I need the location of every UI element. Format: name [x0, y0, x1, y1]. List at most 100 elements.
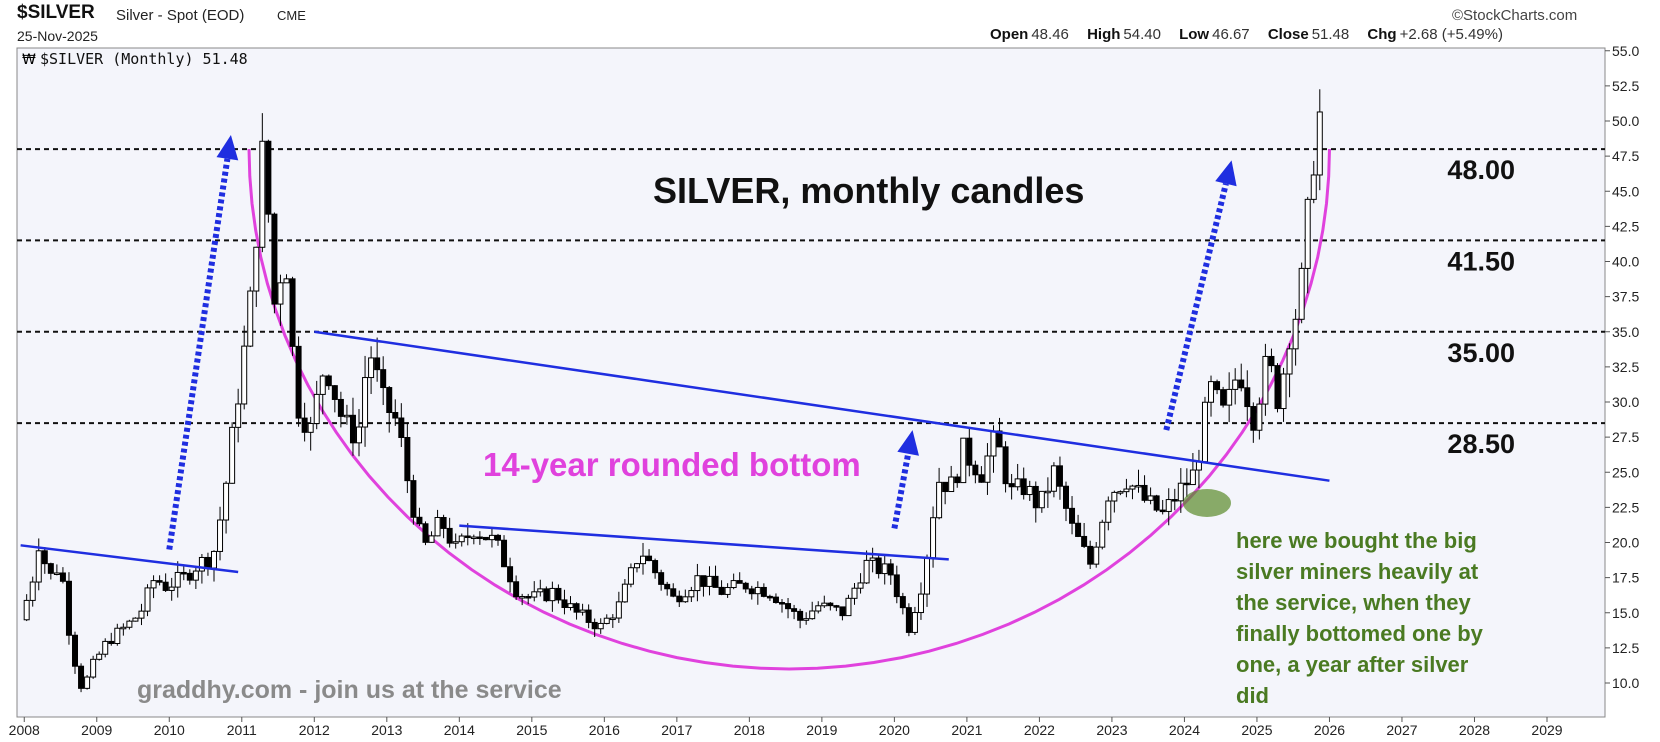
candle-body: [1304, 198, 1311, 269]
candle-body: [857, 582, 864, 589]
candle-body: [676, 595, 683, 603]
candle-body: [748, 588, 755, 595]
candle-body: [343, 414, 350, 418]
candle-body: [1032, 485, 1039, 509]
trendline: [314, 330, 1330, 482]
x-tick-label: 2026: [1314, 722, 1345, 738]
rounded-bottom-label: 14-year rounded bottom: [483, 446, 861, 483]
candle-body: [833, 605, 840, 608]
y-tick-label: 32.5: [1612, 359, 1639, 375]
candle-body: [803, 618, 810, 621]
candle-body: [482, 536, 489, 541]
candle-body: [1105, 500, 1112, 523]
candle-body: [289, 278, 296, 347]
candle-body: [664, 583, 671, 590]
candle-body: [1244, 387, 1251, 408]
candle-body: [319, 375, 326, 395]
candle-body: [174, 571, 181, 588]
candle-body: [150, 580, 157, 589]
y-tick-label: 10.0: [1612, 675, 1639, 691]
arrow-shaft: [1163, 182, 1229, 431]
candle-body: [621, 583, 628, 603]
candle-body: [930, 517, 937, 559]
level-label: 35.00: [1447, 338, 1515, 368]
x-tick-label: 2021: [951, 722, 982, 738]
candle-body: [1087, 545, 1094, 565]
candle-body: [1014, 478, 1021, 488]
arrow-head: [897, 430, 919, 456]
candle-body: [724, 587, 731, 595]
x-tick-label: 2017: [661, 722, 692, 738]
y-tick-label: 50.0: [1612, 113, 1639, 129]
candle-body: [1280, 373, 1287, 410]
candle-body: [827, 602, 834, 607]
candle-body: [537, 588, 544, 593]
candle-body: [1177, 482, 1184, 502]
candle-body: [966, 437, 973, 466]
candle-body: [404, 436, 411, 482]
candle-body: [217, 519, 224, 552]
candle-body: [23, 599, 30, 621]
candle-body: [1201, 401, 1208, 463]
candle-body: [386, 387, 393, 414]
y-tick-label: 37.5: [1612, 289, 1639, 305]
candle-body: [1226, 388, 1233, 406]
candle-body: [428, 535, 435, 543]
low-label: Low: [1179, 26, 1210, 43]
candle-body: [591, 621, 598, 630]
candle-body: [785, 603, 792, 610]
x-tick-label: 2010: [154, 722, 185, 738]
x-tick-label: 2008: [9, 722, 40, 738]
candle-body: [1099, 521, 1106, 548]
y-tick-label: 15.0: [1612, 605, 1639, 621]
level-label: 41.50: [1447, 246, 1515, 276]
miners-bottom-highlight: [1183, 489, 1231, 517]
candle-body: [791, 608, 798, 612]
candle-body: [754, 586, 761, 595]
candle-body: [90, 658, 97, 678]
candle-body: [984, 455, 991, 483]
candle-body: [192, 570, 199, 581]
source-credit[interactable]: ©StockCharts.com: [1452, 7, 1578, 24]
x-tick-label: 2018: [734, 722, 765, 738]
note-line: finally bottomed one by: [1236, 621, 1484, 646]
candle-body: [65, 580, 72, 636]
candle-body: [349, 414, 356, 444]
candle-body: [229, 426, 236, 484]
candle-body: [1093, 546, 1100, 565]
candle-body: [235, 403, 242, 428]
candle-body: [682, 596, 689, 603]
candle-body: [1208, 381, 1215, 403]
plot-area[interactable]: [16, 47, 1606, 718]
y-tick-label: 35.0: [1612, 324, 1639, 340]
candle-body: [525, 596, 532, 599]
candle-body: [1123, 488, 1130, 493]
candle-body: [585, 609, 592, 623]
candle-body: [954, 476, 961, 484]
candle-body: [1020, 478, 1027, 496]
candle-body: [706, 575, 713, 587]
high-value: 54.40: [1123, 26, 1161, 43]
candle-body: [760, 586, 767, 597]
candle-body: [646, 555, 653, 562]
candle-body: [1310, 174, 1317, 200]
x-tick-label: 2013: [371, 722, 402, 738]
candle-body: [1069, 507, 1076, 524]
candle-body: [186, 572, 193, 581]
candle-body: [53, 572, 60, 575]
y-tick-label: 17.5: [1612, 570, 1639, 586]
candle-body: [742, 582, 749, 590]
candle-body: [180, 571, 187, 575]
x-tick-label: 2029: [1531, 722, 1562, 738]
chart-date: 25-Nov-2025: [17, 28, 98, 44]
candle-body: [374, 357, 381, 371]
candle-body: [144, 587, 151, 612]
candle-body: [132, 617, 139, 622]
candle-body: [1316, 111, 1323, 176]
candle-body: [210, 550, 217, 569]
open-value: 48.46: [1031, 26, 1069, 43]
candle-body: [1056, 465, 1063, 487]
candle-body: [1075, 522, 1082, 537]
chg-label: Chg: [1367, 26, 1397, 43]
